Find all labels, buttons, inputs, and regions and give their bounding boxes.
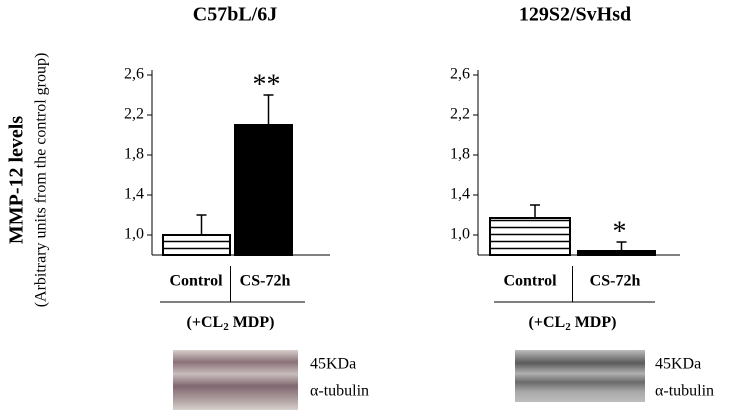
y-axis-title: MMP-12 levels — [6, 116, 28, 244]
bar — [577, 250, 656, 256]
group-label-part: (+CL — [529, 314, 566, 331]
y-tick-label: 2,6 — [450, 66, 470, 83]
x-tick-label: Control — [169, 273, 223, 290]
y-tick-label: 2,2 — [124, 106, 144, 123]
blot-label: 45KDa — [655, 356, 701, 373]
y-tick-label: 1,4 — [450, 186, 470, 203]
group-label-part: (+CL — [187, 314, 224, 331]
western-blot — [173, 350, 298, 410]
bar — [234, 124, 293, 256]
significance-label: ** — [253, 69, 281, 100]
group-label-sub: 2 — [565, 321, 571, 333]
bar — [162, 234, 231, 256]
x-tick-label: Control — [503, 273, 557, 290]
y-tick-label: 2,6 — [124, 66, 144, 83]
blot-label: 45KDa — [310, 356, 356, 373]
group-label-sub: 2 — [223, 321, 229, 333]
chart-title: C57bL/6J — [193, 4, 277, 26]
x-tick-label: CS-72h — [240, 273, 291, 290]
blot-label: α-tubulin — [655, 383, 714, 400]
significance-label: * — [613, 216, 627, 247]
group-label-part: MDP) — [571, 314, 617, 331]
y-tick-label: 1,4 — [124, 186, 144, 203]
y-tick-label: 1,0 — [124, 226, 144, 243]
y-tick-label: 2,2 — [450, 106, 470, 123]
y-tick-label: 1,8 — [124, 146, 144, 163]
western-blot — [515, 350, 645, 402]
chart-title: 129S2/SvHsd — [519, 4, 631, 26]
y-axis-subtitle: (Arbitrary units from the control group) — [33, 53, 50, 308]
group-label-part: MDP) — [229, 314, 275, 331]
bar — [489, 217, 571, 256]
y-tick-label: 1,8 — [450, 146, 470, 163]
y-tick-label: 1,0 — [450, 226, 470, 243]
x-tick-label: CS-72h — [590, 273, 641, 290]
blot-label: α-tubulin — [310, 383, 369, 400]
group-label: (+CL2 MDP) — [187, 314, 275, 333]
group-label: (+CL2 MDP) — [529, 314, 617, 333]
